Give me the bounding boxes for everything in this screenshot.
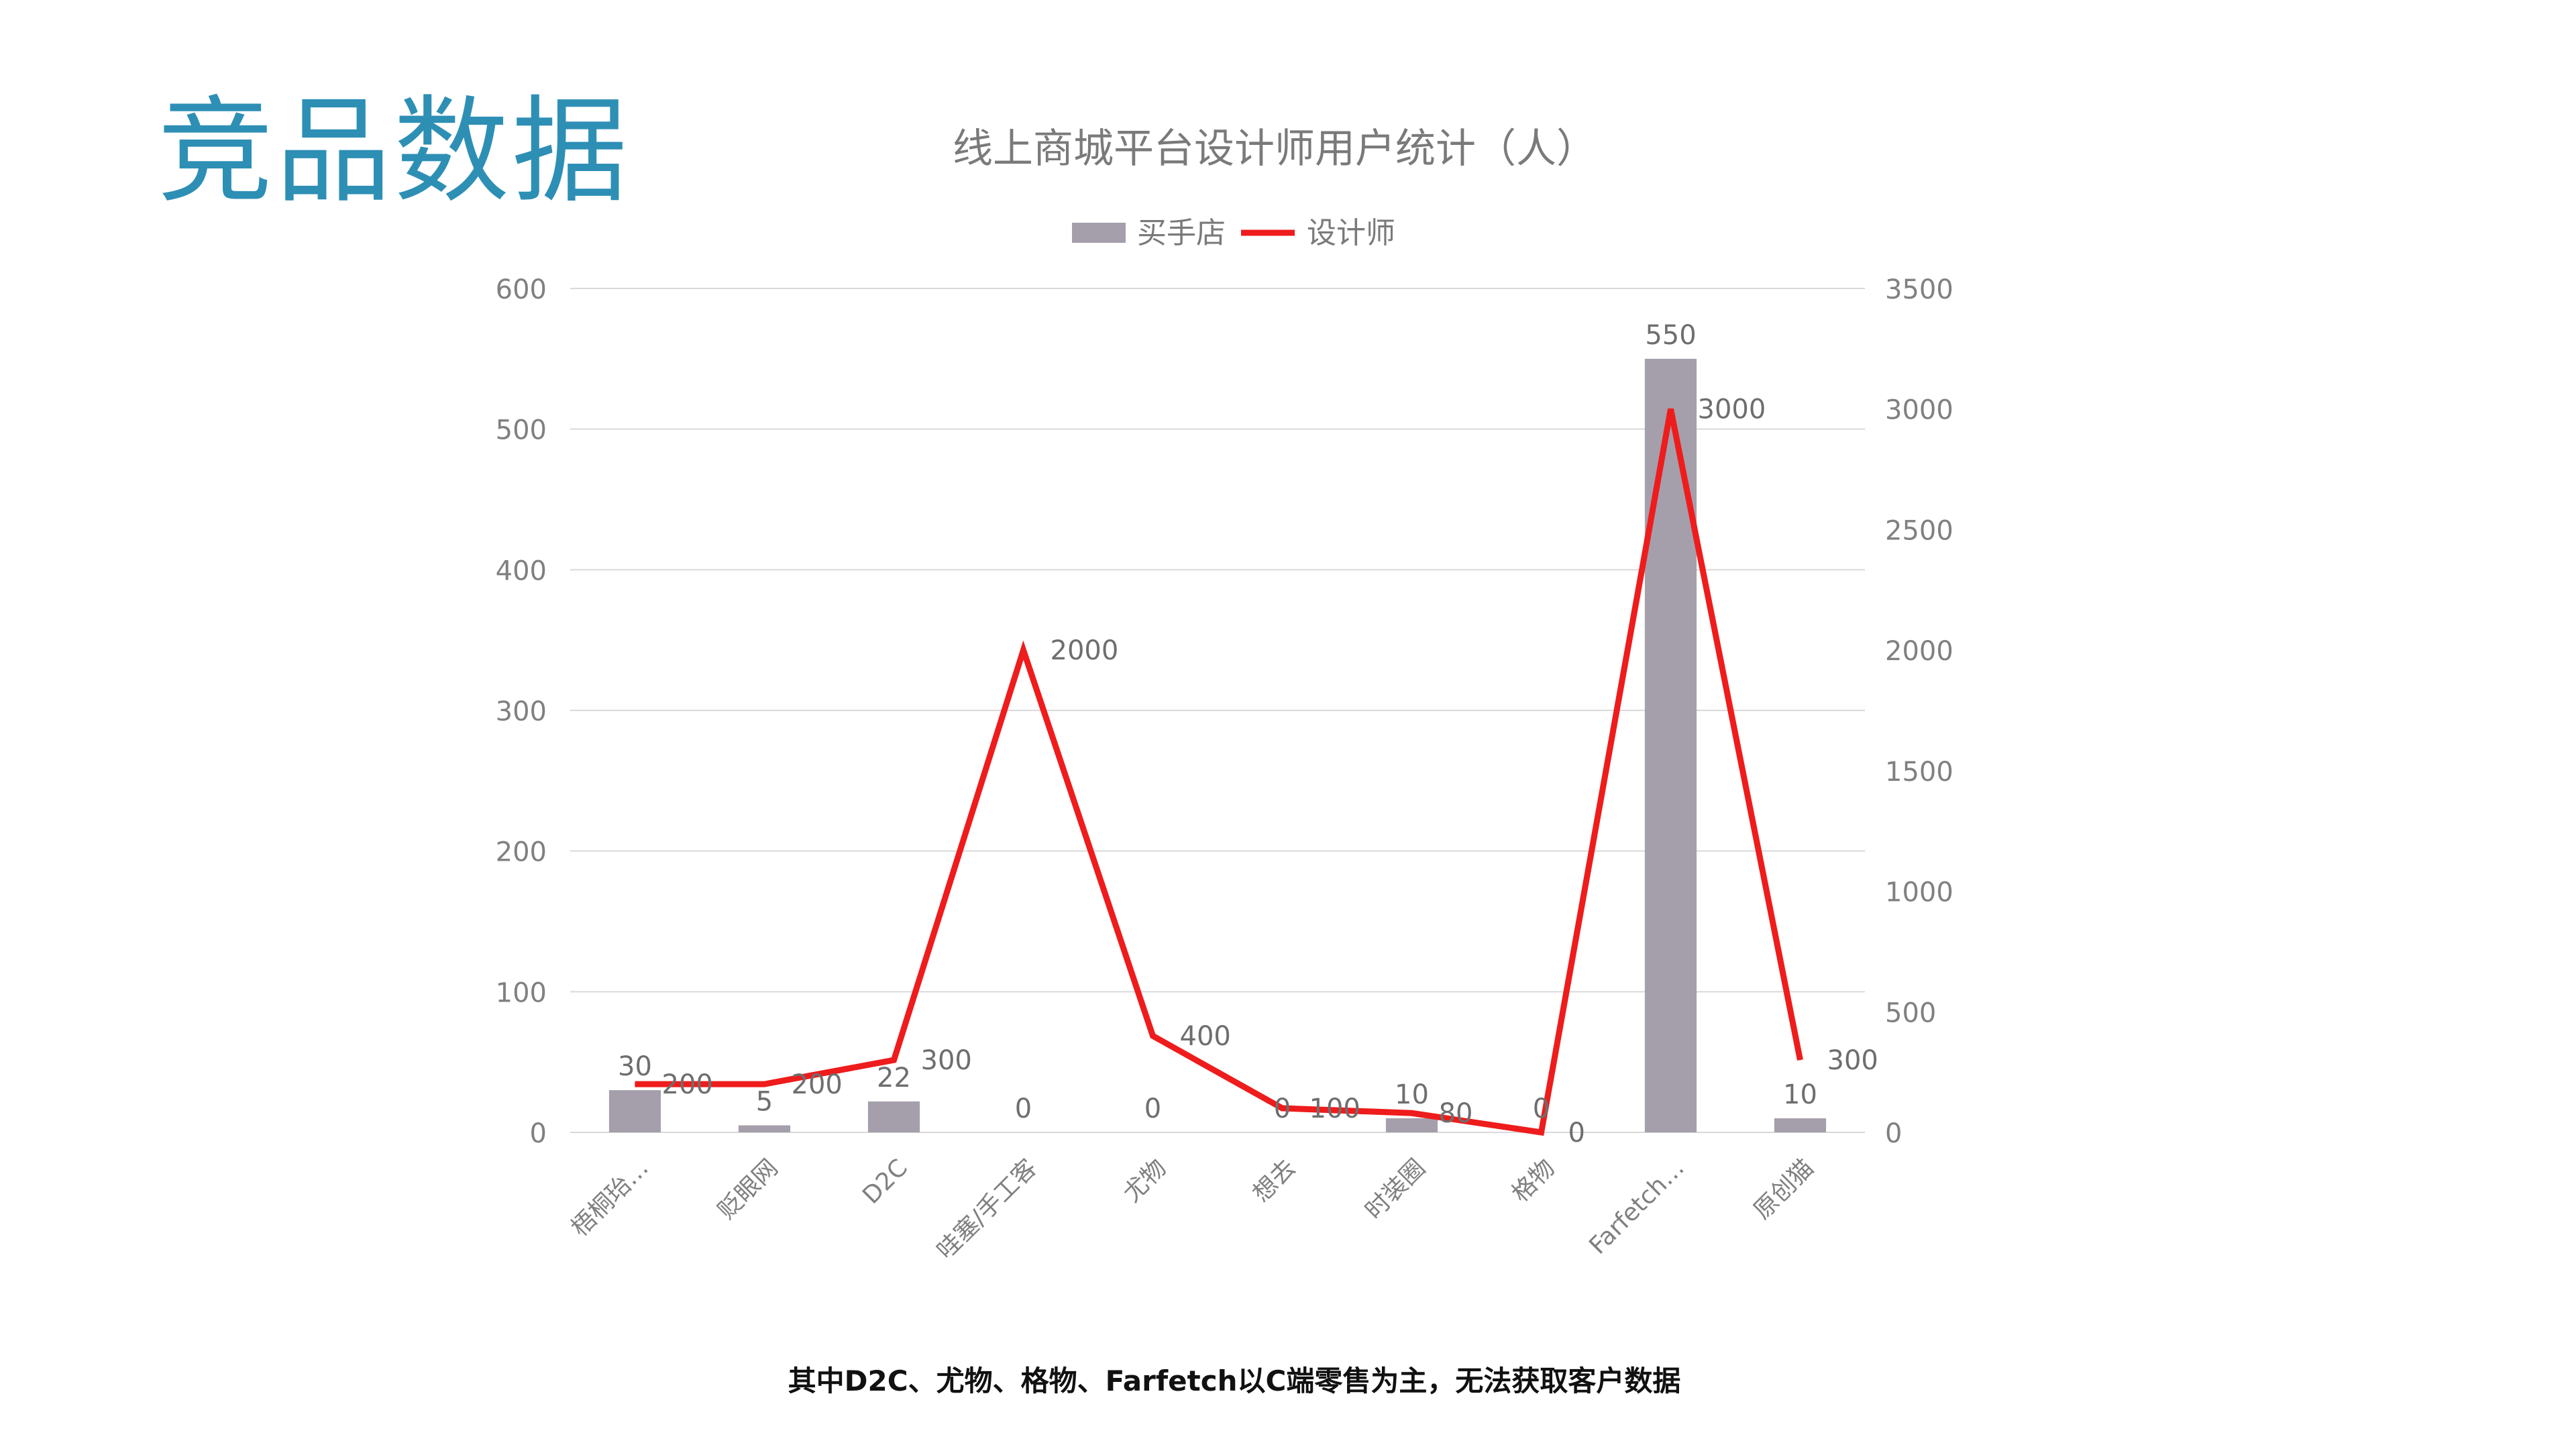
left-axis: 0 100 200 300 400 500 600 <box>496 274 547 1149</box>
bar-value-label: 0 <box>1533 1093 1550 1124</box>
line-value-label: 2000 <box>1051 635 1119 666</box>
left-tick-label: 400 <box>496 555 547 586</box>
bar-value-label: 5 <box>756 1087 773 1118</box>
x-tick-label: 哇塞/手工客 <box>932 1154 1042 1265</box>
bar-value-label: 0 <box>1015 1093 1032 1124</box>
right-tick-label: 1000 <box>1885 877 1953 908</box>
right-tick-label: 2500 <box>1885 515 1953 546</box>
right-tick-label: 2000 <box>1885 636 1953 667</box>
left-tick-label: 0 <box>530 1118 547 1149</box>
x-tick-label: 梧桐珆… <box>566 1154 654 1242</box>
bar <box>738 1125 791 1132</box>
left-tick-label: 600 <box>496 274 547 305</box>
line-value-label: 200 <box>792 1069 843 1100</box>
bar-value-label: 30 <box>618 1051 652 1082</box>
line-value-label: 3000 <box>1698 394 1766 425</box>
page-title: 竞品数据 <box>158 84 630 219</box>
line-point <box>1541 1132 1542 1133</box>
x-tick-label: 时装圈 <box>1360 1154 1430 1224</box>
bar <box>1644 358 1697 1133</box>
x-axis: 梧桐珆… 贬眼网 D2C 哇塞/手工客 尤物 想去 时装圈 格物 Farfetch… 原创猫 <box>566 1154 1819 1265</box>
bar-value-label: 10 <box>1395 1079 1429 1110</box>
line-value-label: 200 <box>662 1069 713 1100</box>
chart-legend: 买手店 设计师 <box>1072 216 1395 250</box>
line-point <box>764 1083 765 1085</box>
line-value-label: 300 <box>921 1045 972 1076</box>
line-value-label: 80 <box>1439 1098 1473 1129</box>
right-tick-label: 3000 <box>1885 395 1953 426</box>
x-tick-label: 格物 <box>1507 1154 1560 1208</box>
bar <box>867 1101 920 1132</box>
line-value-label: 300 <box>1827 1045 1878 1076</box>
left-tick-label: 300 <box>496 696 547 727</box>
x-tick-label: 想去 <box>1248 1154 1301 1208</box>
bar-value-label: 550 <box>1645 320 1696 351</box>
bar-value-label: 10 <box>1783 1079 1817 1110</box>
bar-value-label: 22 <box>877 1063 911 1093</box>
x-tick-label: 原创猫 <box>1748 1154 1819 1224</box>
line-point <box>1411 1112 1412 1114</box>
line-point <box>1282 1108 1283 1109</box>
line-series <box>635 408 1803 1136</box>
bar-value-label: 0 <box>1274 1093 1291 1124</box>
line-value-label: 400 <box>1180 1021 1231 1052</box>
x-tick-label: 尤物 <box>1118 1154 1172 1208</box>
bar <box>608 1090 661 1132</box>
right-axis: 0 500 1000 1500 2000 2500 3000 3500 <box>1885 274 1953 1149</box>
left-tick-label: 100 <box>496 977 547 1008</box>
bar <box>1774 1118 1827 1132</box>
line-point <box>1800 1059 1801 1061</box>
chart-title: 线上商城平台设计师用户统计（人） <box>953 125 1597 172</box>
left-tick-label: 200 <box>496 837 547 868</box>
x-tick-label: Farfetch… <box>1584 1154 1690 1260</box>
right-tick-label: 500 <box>1885 998 1936 1028</box>
bar <box>1385 1118 1438 1132</box>
bar-value-label: 0 <box>1144 1093 1161 1124</box>
line-value-label: 100 <box>1309 1093 1360 1124</box>
line-point <box>1023 649 1024 651</box>
left-tick-label: 500 <box>496 415 547 446</box>
bar-series <box>608 358 1827 1133</box>
legend-bar-swatch <box>1072 223 1126 243</box>
x-tick-label: D2C <box>857 1154 913 1210</box>
series-line <box>635 408 1803 1136</box>
right-tick-label: 3500 <box>1885 274 1953 305</box>
footnote: 其中D2C、尤物、格物、Farfetch以C端零售为主，无法获取客户数据 <box>788 1364 1681 1397</box>
right-tick-label: 0 <box>1885 1118 1902 1149</box>
x-tick-label: 贬眼网 <box>712 1154 783 1224</box>
legend-bar-label: 买手店 <box>1137 216 1226 250</box>
legend-line-label: 设计师 <box>1307 216 1395 250</box>
right-tick-label: 1500 <box>1885 757 1953 788</box>
line-value-label: 0 <box>1568 1118 1585 1148</box>
